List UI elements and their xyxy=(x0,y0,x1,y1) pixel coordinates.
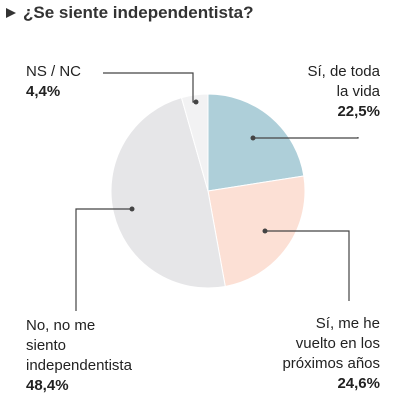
pie-slice-ns-nc xyxy=(180,93,209,192)
leader-lines xyxy=(75,72,359,311)
slice-label-line: vuelto en los xyxy=(295,335,380,352)
slice-label-line: independentista xyxy=(26,357,132,374)
leader-me-he-vuelto-line xyxy=(265,230,350,301)
leader-de-toda-la-vida-line xyxy=(253,137,359,139)
slice-percent: 24,6% xyxy=(337,375,380,392)
slice-label-line: siento xyxy=(26,337,67,354)
chart-title-row: ¿Se siente independentista? xyxy=(5,3,254,23)
slice-percent: 4,4% xyxy=(26,83,61,100)
slice-label-line: Sí, me he xyxy=(315,315,380,332)
play-bullet-icon xyxy=(6,8,16,18)
leader-no-independentista-line xyxy=(75,208,132,311)
leader-ns-nc-line xyxy=(103,72,196,103)
pie-slice-me-he-vuelto xyxy=(207,175,306,288)
slice-label-line: la vida xyxy=(336,83,380,100)
chart-title: ¿Se siente independentista? xyxy=(23,3,254,22)
slice-percent: 48,4% xyxy=(26,377,69,394)
slice-label-de-toda-la-vida: Sí, de toda la vida 22,5% xyxy=(307,62,380,122)
slice-label-line: Sí, de toda xyxy=(307,63,380,80)
slice-label-no-independentista: No, no me siento independentista 48,4% xyxy=(26,316,132,396)
pie-slice-no-independentista xyxy=(110,97,226,289)
slice-label-line: próximos años xyxy=(282,355,380,372)
pie-slices xyxy=(110,93,306,289)
slice-label-me-he-vuelto: Sí, me he vuelto en los próximos años 24… xyxy=(282,314,380,394)
slice-label-line: NS / NC xyxy=(26,63,82,80)
slice-percent: 22,5% xyxy=(337,103,380,120)
pie-slice-de-toda-la-vida xyxy=(207,93,305,192)
slice-label-ns-nc: NS / NC 4,4% xyxy=(26,62,81,102)
slice-label-line: No, no me xyxy=(26,317,96,334)
